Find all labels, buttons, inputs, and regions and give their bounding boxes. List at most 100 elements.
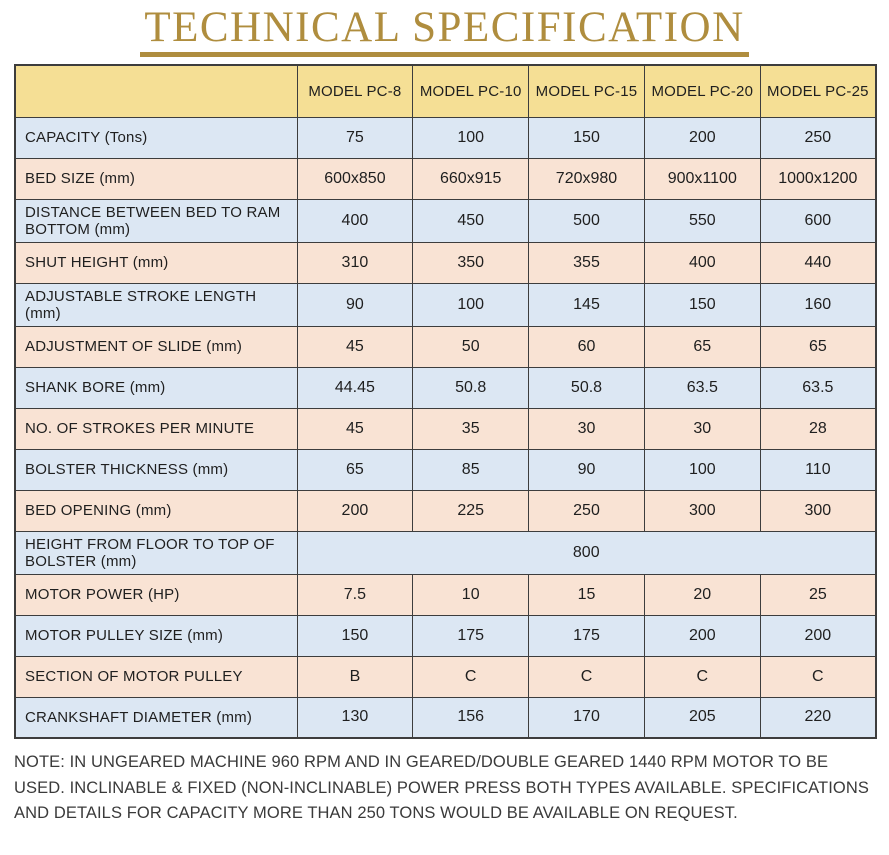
value-cell: 175 [412, 614, 530, 657]
value-cell: 150 [528, 116, 645, 159]
row-label: DISTANCE BETWEEN BED TO RAM BOTTOM (mm) [14, 198, 298, 243]
column-header-model-pc-25: MODEL PC-25 [759, 64, 877, 118]
value-cell: 1000x1200 [759, 157, 877, 200]
value-cell: 150 [296, 614, 414, 657]
row-label: HEIGHT FROM FLOOR TO TOP OF BOLSTER (mm) [14, 530, 298, 575]
value-cell: C [528, 655, 645, 698]
value-cell: 50.8 [528, 366, 645, 409]
value-cell: 15 [528, 573, 645, 616]
value-cell: 225 [412, 489, 530, 532]
value-cell: 150 [643, 282, 761, 327]
value-cell: 60 [528, 325, 645, 368]
value-cell: 50 [412, 325, 530, 368]
value-cell: 65 [643, 325, 761, 368]
column-header-model-pc-10: MODEL PC-10 [412, 64, 530, 118]
table-row: MOTOR POWER (HP) 7.5 10 15 20 25 [14, 573, 877, 616]
value-cell: C [643, 655, 761, 698]
value-cell: 200 [643, 116, 761, 159]
value-cell: 45 [296, 325, 414, 368]
value-cell: 600 [759, 198, 877, 243]
value-cell: 100 [412, 116, 530, 159]
row-label: MOTOR PULLEY SIZE (mm) [14, 614, 298, 657]
column-header-model-pc-8: MODEL PC-8 [296, 64, 414, 118]
row-label: ADJUSTABLE STROKE LENGTH (mm) [14, 282, 298, 327]
value-cell: 160 [759, 282, 877, 327]
value-cell: 200 [643, 614, 761, 657]
table-row: CAPACITY (Tons) 75 100 150 200 250 [14, 116, 877, 159]
value-cell: 130 [296, 696, 414, 739]
value-cell: 310 [296, 241, 414, 284]
value-cell: C [412, 655, 530, 698]
table-row: SECTION OF MOTOR PULLEY B C C C C [14, 655, 877, 698]
value-cell: 110 [759, 448, 877, 491]
table-row: CRANKSHAFT DIAMETER (mm) 130 156 170 205 220 [14, 696, 877, 739]
row-label: NO. OF STROKES PER MINUTE [14, 407, 298, 450]
value-cell: 220 [759, 696, 877, 739]
value-cell: 400 [643, 241, 761, 284]
row-label: BED SIZE (mm) [14, 157, 298, 200]
row-label: SHANK BORE (mm) [14, 366, 298, 409]
value-cell: 156 [412, 696, 530, 739]
column-header-model-pc-20: MODEL PC-20 [643, 64, 761, 118]
value-cell: 20 [643, 573, 761, 616]
value-cell: 7.5 [296, 573, 414, 616]
value-cell: 100 [412, 282, 530, 327]
table-row: BED SIZE (mm) 600x850 660x915 720x980 900x11… [14, 157, 877, 200]
value-cell: 90 [296, 282, 414, 327]
row-label: CRANKSHAFT DIAMETER (mm) [14, 696, 298, 739]
value-cell: 440 [759, 241, 877, 284]
table-row: NO. OF STROKES PER MINUTE 45 35 30 30 28 [14, 407, 877, 450]
table-row: SHANK BORE (mm) 44.45 50.8 50.8 63.5 63.5 [14, 366, 877, 409]
row-label: SHUT HEIGHT (mm) [14, 241, 298, 284]
corner-cell [14, 64, 298, 118]
value-cell: 100 [643, 448, 761, 491]
value-cell: 175 [528, 614, 645, 657]
value-cell: 300 [759, 489, 877, 532]
value-cell: 90 [528, 448, 645, 491]
value-cell: 25 [759, 573, 877, 616]
value-cell: 205 [643, 696, 761, 739]
value-cell: 300 [643, 489, 761, 532]
table-row: ADJUSTMENT OF SLIDE (mm) 45 50 60 65 65 [14, 325, 877, 368]
row-label: SECTION OF MOTOR PULLEY [14, 655, 298, 698]
value-cell: 170 [528, 696, 645, 739]
value-cell: 75 [296, 116, 414, 159]
value-cell: 145 [528, 282, 645, 327]
value-cell: 355 [528, 241, 645, 284]
value-cell: 500 [528, 198, 645, 243]
table-row: MOTOR PULLEY SIZE (mm) 150 175 175 200 200 [14, 614, 877, 657]
value-cell: 800 [296, 530, 877, 575]
page-title: TECHNICAL SPECIFICATION [140, 4, 749, 57]
value-cell: C [759, 655, 877, 698]
value-cell: 45 [296, 407, 414, 450]
header-row: MODEL PC-8 MODEL PC-10 MODEL PC-15 MODEL… [14, 64, 877, 118]
value-cell: 28 [759, 407, 877, 450]
column-header-model-pc-15: MODEL PC-15 [528, 64, 645, 118]
value-cell: 30 [528, 407, 645, 450]
value-cell: 450 [412, 198, 530, 243]
row-label: BED OPENING (mm) [14, 489, 298, 532]
value-cell: B [296, 655, 414, 698]
value-cell: 660x915 [412, 157, 530, 200]
value-cell: 30 [643, 407, 761, 450]
value-cell: 63.5 [759, 366, 877, 409]
row-label: MOTOR POWER (HP) [14, 573, 298, 616]
table-row: SHUT HEIGHT (mm) 310 350 355 400 440 [14, 241, 877, 284]
row-label: CAPACITY (Tons) [14, 116, 298, 159]
value-cell: 200 [759, 614, 877, 657]
table-row: BOLSTER THICKNESS (mm) 65 85 90 100 110 [14, 448, 877, 491]
table-row: DISTANCE BETWEEN BED TO RAM BOTTOM (mm) 4… [14, 198, 877, 243]
value-cell: 550 [643, 198, 761, 243]
value-cell: 400 [296, 198, 414, 243]
title-container: TECHNICAL SPECIFICATION [14, 4, 875, 57]
table-row: ADJUSTABLE STROKE LENGTH (mm) 90 100 145 150… [14, 282, 877, 327]
table-row: HEIGHT FROM FLOOR TO TOP OF BOLSTER (mm)… [14, 530, 877, 575]
value-cell: 65 [296, 448, 414, 491]
value-cell: 900x1100 [643, 157, 761, 200]
value-cell: 200 [296, 489, 414, 532]
technical-specification-table: MODEL PC-8 MODEL PC-10 MODEL PC-15 MODEL… [14, 64, 877, 739]
value-cell: 65 [759, 325, 877, 368]
value-cell: 35 [412, 407, 530, 450]
value-cell: 10 [412, 573, 530, 616]
